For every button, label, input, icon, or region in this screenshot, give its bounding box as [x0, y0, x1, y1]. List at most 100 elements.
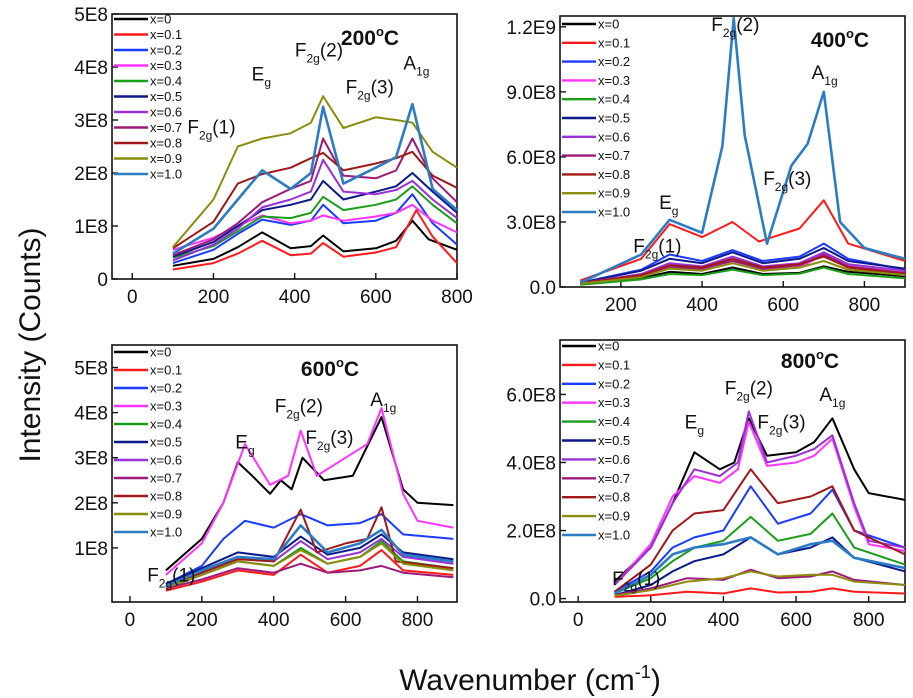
chart-1-series-x-0: [580, 265, 906, 285]
chart-2-ytick-label: 5E8: [74, 359, 108, 380]
chart-3-peak-label: F2g(3): [757, 412, 805, 437]
chart-2-title: 600oC: [301, 355, 359, 381]
chart-0-legend-label: x=0.5: [150, 89, 182, 104]
chart-3-xtick-label: 800: [853, 610, 885, 631]
chart-1-legend-label: x=0.1: [598, 35, 630, 50]
chart-3-legend-label: x=1.0: [598, 528, 630, 543]
chart-3-peak-label: F2g(2): [725, 378, 773, 403]
chart-0-legend-label: x=0.9: [150, 151, 182, 166]
chart-2-legend-label: x=0.7: [150, 471, 182, 486]
chart-2-peak-label: F2g(1): [147, 566, 195, 591]
chart-2-legend-label: x=0: [150, 345, 171, 360]
chart-3-panel: 0 200 400 600 800 0.0 2.0E8 4.0E8 6.0E8 x=0 x=0.1 x…: [506, 339, 906, 631]
chart-1-series-x-1_0: [579, 16, 906, 284]
chart-1-peak-label: F2g(3): [763, 169, 811, 194]
chart-1-legend-label: x=0.3: [598, 73, 630, 88]
chart-1-xtick-label: 600: [767, 295, 799, 316]
chart-3-peak-label: A1g: [819, 385, 845, 410]
chart-0-legend-label: x=0.1: [150, 27, 182, 42]
chart-3-series-x-0_9: [614, 570, 906, 597]
chart-0-frame: [111, 13, 458, 280]
chart-0-series-x-0_7: [172, 137, 458, 257]
x-axis-label-close: ): [651, 664, 661, 697]
chart-1-ytick-label: 6.0E8: [506, 148, 556, 169]
y-axis-label: Intensity (Counts): [14, 227, 47, 462]
chart-2-legend-label: x=0.4: [150, 417, 182, 432]
chart-0-peak-label: A1g: [403, 54, 429, 79]
chart-2-ytick-label: 4E8: [74, 404, 108, 425]
chart-0-legend-label: x=0.8: [150, 136, 182, 151]
chart-2-panel: 0 200 400 600 800 1E8 2E8 3E8 4E8 5E8 x=0 x=0.1 x=0.…: [74, 344, 458, 631]
chart-0-ytick-label: 5E8: [74, 5, 108, 26]
chart-1-legend-label: x=0.5: [598, 111, 630, 126]
chart-3-title: 800oC: [781, 347, 839, 373]
x-axis-label-sup: -1: [635, 662, 651, 682]
chart-1-peak-label: F2g(1): [633, 236, 681, 261]
chart-0-series-x-0_4: [172, 185, 458, 259]
chart-0-ytick-label: 1E8: [74, 217, 108, 238]
chart-2-legend-label: x=0.1: [150, 363, 182, 378]
chart-3-legend-label: x=0.7: [598, 471, 630, 486]
chart-3-xtick-label: 400: [708, 610, 740, 631]
chart-3-legend-label: x=0: [598, 339, 619, 354]
chart-2-legend-label: x=0.3: [150, 399, 182, 414]
chart-1-frame: [559, 15, 906, 288]
chart-3-ytick-label: 0.0: [530, 590, 556, 611]
chart-2-xtick-label: 600: [330, 610, 362, 631]
chart-1-legend-label: x=0: [598, 17, 619, 32]
chart-2-xtick-label: 0: [125, 610, 136, 631]
chart-3-legend-label: x=0.9: [598, 509, 630, 524]
chart-0-title: 200oC: [341, 24, 399, 50]
chart-0-peak-label: F2g(3): [346, 78, 394, 103]
chart-0-ytick-label: 3E8: [74, 111, 108, 132]
chart-0-legend-label: x=1.0: [150, 167, 182, 182]
chart-2-ytick-label: 3E8: [74, 449, 108, 470]
chart-1-legend-label: x=0.9: [598, 186, 630, 201]
chart-1-peak-label: F2g(2): [711, 15, 759, 40]
chart-0-series-x-0_6: [172, 158, 458, 262]
chart-1-legend-label: x=0.2: [598, 54, 630, 69]
chart-3-xtick-label: 600: [780, 610, 812, 631]
chart-1-title: 400oC: [811, 26, 869, 52]
chart-2-xtick-label: 800: [402, 610, 434, 631]
chart-2-series-x-1_0: [165, 524, 454, 588]
chart-0-legend-label: x=0: [150, 12, 171, 27]
chart-1-series-x-0_1: [579, 199, 906, 282]
chart-0-peak-label: Eg: [252, 64, 271, 89]
chart-0-ytick-label: 4E8: [74, 58, 108, 79]
chart-3-legend-label: x=0.8: [598, 490, 630, 505]
chart-3-series-x-0_6: [613, 410, 906, 586]
chart-2-legend-label: x=0.5: [150, 435, 182, 450]
chart-0-legend-label: x=0.7: [150, 120, 182, 135]
chart-2-peak-label: A1g: [370, 390, 396, 415]
chart-2-legend-label: x=1.0: [150, 525, 182, 540]
chart-1-ytick-label: 0.0: [530, 278, 556, 299]
chart-1-xtick-label: 800: [849, 295, 881, 316]
chart-3-frame: [559, 339, 906, 603]
chart-0-legend-label: x=0.6: [150, 105, 182, 120]
chart-1-xtick-label: 200: [605, 295, 637, 316]
chart-0-series-x-1_0: [172, 102, 458, 255]
chart-3-legend-label: x=0.1: [598, 357, 630, 372]
chart-0-series-x-0_2: [172, 193, 458, 265]
chart-2-ytick-label: 1E8: [74, 539, 108, 560]
chart-3-legend-label: x=0.3: [598, 395, 630, 410]
chart-1-ytick-label: 9.0E8: [506, 83, 556, 104]
chart-1-ytick-label: 1.2E9: [506, 18, 556, 39]
chart-1-panel: 200 400 600 800 0.0 3.0E8 6.0E8 9.0E8 1.2E9 x=0 x=…: [506, 15, 906, 316]
chart-3-series-x-0_4: [614, 512, 906, 595]
chart-3-legend-label: x=0.5: [598, 433, 630, 448]
chart-2-series-x-0_3: [165, 407, 454, 576]
x-axis-label: Wavenumber (cm-1): [399, 662, 661, 697]
chart-3-peak-label: F2g(1): [612, 569, 660, 594]
chart-3-legend-label: x=0.6: [598, 452, 630, 467]
chart-2-series-x-0_2: [165, 513, 454, 585]
chart-0-xtick-label: 600: [360, 287, 392, 308]
chart-2-xtick-label: 400: [258, 610, 290, 631]
chart-1-xtick-label: 400: [686, 295, 718, 316]
chart-1-legend-label: x=0.8: [598, 167, 630, 182]
chart-1-legend-label: x=0.4: [598, 92, 630, 107]
